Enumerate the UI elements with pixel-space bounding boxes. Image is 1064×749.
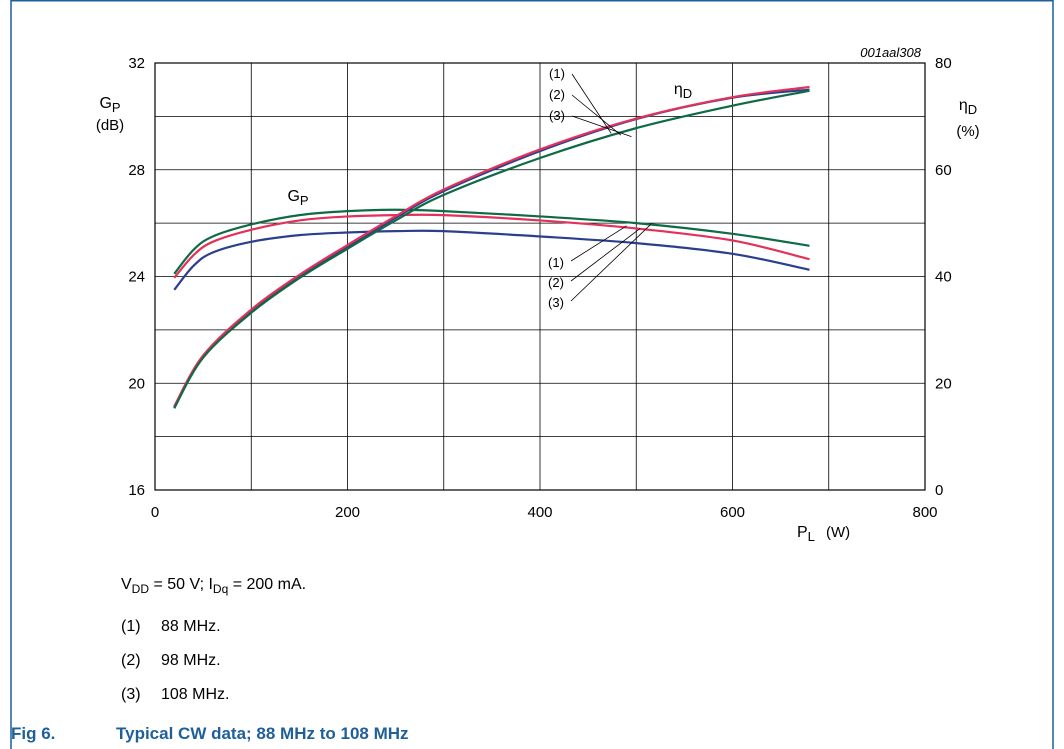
y-left-tick-label: 32	[128, 55, 145, 72]
callout-top-leader	[571, 115, 632, 138]
figure-title: Typical CW data; 88 MHz to 108 MHz	[116, 724, 409, 743]
callout-bottom-label: (1)	[548, 255, 564, 270]
callouts: (1) (1) (2) (2) (3) (3)	[548, 66, 651, 310]
y-right-tick-label: 60	[935, 162, 952, 179]
figure-id: 001aal308	[860, 45, 921, 60]
callout-top-leader	[571, 73, 612, 134]
gain-curve-label: GP	[287, 188, 308, 208]
y-right-tick-label: 40	[935, 269, 952, 286]
x-axis-unit: (W)	[826, 524, 850, 541]
callout-bottom-label: (2)	[548, 275, 564, 290]
cw-data-chart: 0 200 400 600 800 16 20 24 28 32 0 20 40 60 80 GP (dB) η…	[96, 45, 980, 544]
y-left-axis-unit: (dB)	[96, 117, 124, 134]
tick-labels: 0 200 400 600 800 16 20 24 28 32 0 20 40 60 80	[128, 55, 951, 521]
series-efficiency-2	[173, 85, 810, 407]
x-tick-label: 400	[527, 504, 552, 521]
series-group	[173, 85, 810, 409]
callout-top-label: (3)	[549, 108, 565, 123]
x-tick-label: 0	[151, 504, 159, 521]
series-gain-2	[173, 213, 810, 279]
series-gain-3	[173, 229, 810, 291]
efficiency-curve-label: ηD	[674, 81, 692, 101]
test-conditions: VDD = 50 V; IDq = 200 mA.	[121, 576, 307, 597]
x-tick-label: 800	[912, 504, 937, 521]
callout-bottom-label: (3)	[548, 295, 564, 310]
series-efficiency-1	[173, 88, 810, 408]
callout-top-label: (2)	[549, 87, 565, 102]
y-left-tick-label: 20	[128, 375, 145, 392]
series-efficiency-3	[173, 89, 810, 409]
figure-label: Fig 6.	[11, 724, 56, 743]
y-left-tick-label: 28	[128, 162, 145, 179]
callout-bottom-leader	[570, 225, 627, 262]
grid	[154, 62, 926, 491]
y-right-axis-unit: (%)	[956, 123, 979, 140]
axis-labels: GP (dB) ηD (%) PL (W) 001aal308 ηD GP	[96, 45, 980, 544]
y-left-axis-label: GP	[99, 95, 120, 115]
x-tick-label: 600	[720, 504, 745, 521]
callout-top-label: (1)	[549, 66, 565, 81]
callout-bottom-leader	[570, 228, 641, 282]
x-axis-label: PL	[797, 524, 815, 544]
y-right-tick-label: 80	[935, 55, 952, 72]
series-gain-1	[173, 208, 810, 275]
y-right-tick-label: 0	[935, 482, 943, 499]
x-tick-label: 200	[335, 504, 360, 521]
y-right-tick-label: 20	[935, 375, 952, 392]
y-left-tick-label: 24	[128, 269, 145, 286]
y-left-tick-label: 16	[128, 482, 145, 499]
callout-bottom-leader	[570, 224, 651, 302]
callout-top-leader	[571, 94, 622, 136]
y-right-axis-label: ηD	[959, 97, 977, 117]
